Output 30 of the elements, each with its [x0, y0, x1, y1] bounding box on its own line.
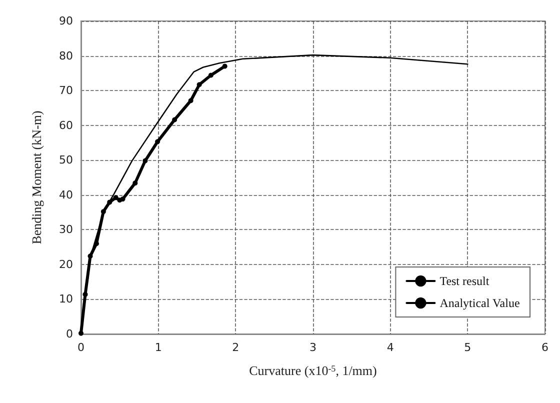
y-tick-label: 90 [59, 14, 73, 28]
legend-label: Analytical Value [440, 296, 520, 310]
y-tick-label: 0 [66, 328, 73, 340]
x-tick-label: 0 [78, 341, 84, 354]
x-tick-label: 3 [310, 341, 316, 354]
point [208, 72, 214, 78]
point [120, 196, 126, 202]
point [172, 117, 178, 122]
point [142, 158, 148, 164]
point [113, 195, 118, 200]
point [222, 64, 228, 69]
x-tick-label: 4 [386, 341, 394, 354]
y-tick-label: 50 [59, 154, 73, 167]
x-tick-label: 1 [154, 341, 162, 354]
y-tick-label: 10 [59, 292, 73, 306]
x-tick-label: 2 [232, 341, 240, 354]
x-tick-label: 6 [542, 341, 548, 354]
y-tick-label: 60 [59, 118, 73, 132]
y-tick-label: 40 [59, 188, 73, 202]
y-tick-label: 80 [59, 49, 73, 62]
y-tick-label: 30 [59, 223, 73, 236]
y-axis-title: Bending Moment (kN-m) [29, 110, 44, 244]
point [132, 180, 138, 186]
x-tick-label: 5 [464, 341, 472, 354]
legend-label: Test result [440, 274, 490, 288]
point [188, 98, 194, 104]
y-tick-label: 70 [59, 84, 73, 98]
y-tick-label: 20 [59, 258, 73, 271]
point [155, 139, 160, 144]
point [196, 82, 202, 88]
